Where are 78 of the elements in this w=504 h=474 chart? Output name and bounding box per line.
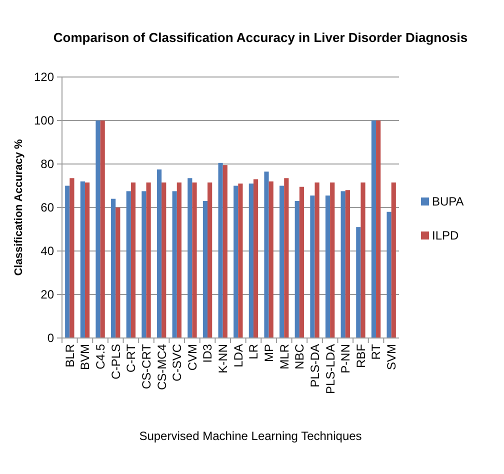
x-tick-label: ID3 <box>200 344 215 363</box>
bar <box>391 182 396 338</box>
bar <box>376 120 381 338</box>
x-tick-label: P-NN <box>338 344 353 374</box>
x-tick-label: NBC <box>292 344 307 370</box>
bar <box>345 190 350 338</box>
bar <box>248 184 254 338</box>
bar <box>111 198 116 338</box>
bar <box>386 212 392 338</box>
bar <box>142 191 146 338</box>
bar <box>264 172 269 338</box>
y-tick-label: 100 <box>34 114 54 128</box>
bar <box>188 178 192 338</box>
x-tick-label: PLS-LDA <box>323 344 338 394</box>
y-tick-label: 20 <box>40 288 54 302</box>
bar <box>146 182 151 338</box>
bar <box>130 182 136 338</box>
bar <box>80 181 85 338</box>
x-tick-label: RT <box>369 343 384 360</box>
x-tick-label: PLS-DA <box>308 344 322 388</box>
bar <box>100 120 105 338</box>
y-tick-label: 80 <box>40 157 54 172</box>
bar <box>65 186 70 338</box>
bar <box>314 182 320 338</box>
legend-label: ILPD <box>432 228 460 243</box>
x-tick-label: CS-MC4 <box>154 344 169 390</box>
bar <box>294 200 300 338</box>
bar <box>330 182 335 338</box>
y-axis-title: Classification Accuracy % <box>13 139 25 276</box>
bar <box>310 196 315 338</box>
x-tick-label: K-NN <box>216 344 230 374</box>
x-tick-label: CS-CRT <box>139 343 154 390</box>
y-tick-label: 120 <box>34 70 54 84</box>
x-tick-label: SVM <box>384 344 399 370</box>
x-tick-label: LR <box>246 344 261 360</box>
bar <box>268 181 274 338</box>
bar <box>176 182 182 338</box>
bar <box>325 196 330 338</box>
bar <box>234 186 238 338</box>
x-tick-label: MLR <box>277 344 292 370</box>
y-tick-label: 40 <box>40 244 54 258</box>
legend-label: BUPA <box>432 194 464 209</box>
bar <box>126 191 131 338</box>
x-tick-label: C-RT <box>124 343 138 372</box>
x-tick-label: C-PLS <box>108 344 123 380</box>
y-tick-label: 60 <box>40 200 54 215</box>
bar <box>356 227 361 338</box>
bar <box>371 120 376 338</box>
bar <box>218 162 223 338</box>
bar <box>253 179 258 338</box>
bar <box>84 182 90 338</box>
x-axis-title: Supervised Machine Learning Techniques <box>139 429 362 443</box>
bar <box>208 182 212 338</box>
bar <box>116 208 120 338</box>
x-tick-label: BVM <box>78 344 92 370</box>
bar <box>70 178 74 338</box>
bar <box>238 184 243 338</box>
bar <box>96 120 100 338</box>
bar <box>156 169 162 338</box>
x-tick-label: MP <box>262 344 276 362</box>
x-tick-label: CVM <box>185 344 200 371</box>
bar <box>299 186 304 338</box>
bar <box>340 191 346 338</box>
bar <box>280 186 284 338</box>
x-tick-label: BLR <box>62 344 77 368</box>
y-tick-label: 0 <box>47 331 54 346</box>
chart-title: Comparison of Classification Accuracy in Liver Disorder Diagnosis <box>53 30 468 45</box>
x-tick-label: RBF <box>354 344 368 368</box>
x-tick-label: C-SVC <box>170 344 184 382</box>
x-tick-label: LDA <box>231 344 246 368</box>
bar <box>202 200 208 338</box>
bar <box>172 191 177 338</box>
x-tick-label: C4.5 <box>93 344 108 370</box>
bar <box>192 182 197 338</box>
bar <box>162 182 166 338</box>
bar <box>222 165 228 338</box>
bar <box>284 178 289 338</box>
bar <box>360 182 366 338</box>
